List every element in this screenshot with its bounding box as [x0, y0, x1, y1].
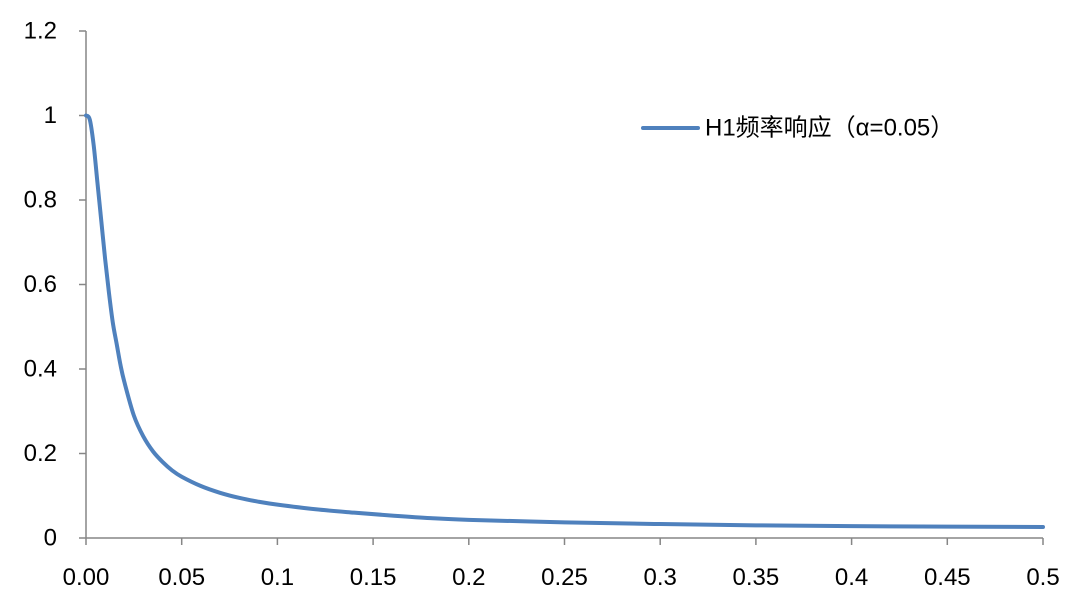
y-axis: 0 0.2 0.4 0.6 0.8 1 1.2 — [24, 18, 87, 552]
y-tick-label: 0.8 — [24, 187, 57, 214]
series-line — [84, 113, 1045, 530]
x-tick-label: 0.4 — [835, 564, 868, 591]
y-tick-label: 1 — [44, 102, 57, 129]
x-tick-label: 0.3 — [644, 564, 677, 591]
y-tick-label: 0.6 — [24, 271, 57, 298]
y-tick-label: 1.2 — [24, 18, 57, 45]
x-tick-label: 0.35 — [733, 564, 780, 591]
x-tick-label: 0.05 — [158, 564, 205, 591]
x-tick-label: 0.1 — [261, 564, 294, 591]
x-tick-label: 0.2 — [452, 564, 485, 591]
x-tick-label: 0.15 — [350, 564, 397, 591]
y-tick-label: 0 — [44, 525, 57, 552]
series-layer — [84, 113, 1045, 530]
legend-label: H1频率响应（α=0.05） — [705, 115, 954, 142]
y-tick-label: 0.2 — [24, 440, 57, 467]
y-tick-label: 0.4 — [24, 356, 57, 383]
x-axis: 0.00 0.05 0.1 0.15 0.2 0.25 0.3 0.35 0.4 0.45 0.5 — [63, 537, 1060, 591]
x-tick-label: 0.25 — [541, 564, 588, 591]
x-tick-label: 0.5 — [1026, 564, 1059, 591]
x-tick-label: 0.45 — [924, 564, 971, 591]
legend: H1频率响应（α=0.05） — [641, 115, 954, 142]
x-tick-label: 0.00 — [63, 564, 110, 591]
